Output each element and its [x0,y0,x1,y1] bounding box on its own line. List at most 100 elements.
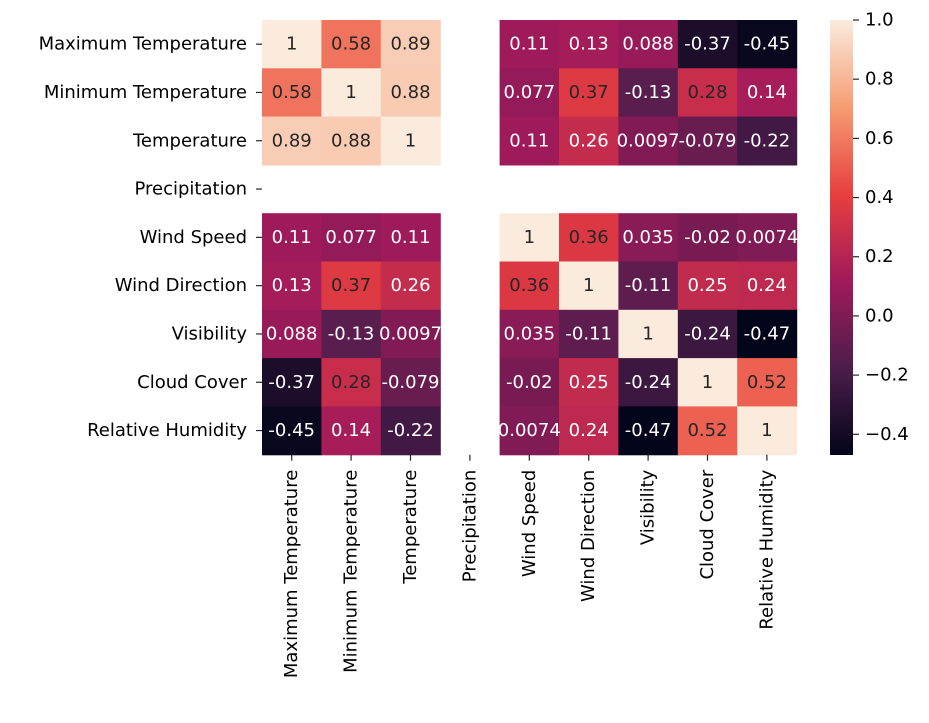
heatmap-cell-7-5 [559,358,619,407]
heatmap-cell-8-6 [618,406,679,456]
heatmap-cell-8-1 [321,406,382,456]
cell-label-6-5: -0.11 [565,323,612,344]
cell-label-1-6: -0.13 [625,82,672,103]
colorbar-tick-label-4: 0.4 [865,187,894,208]
cell-label-0-6: 0.088 [622,34,674,55]
heatmap-annotations: 1 0.58 0.89 0.11 0.13 0.088 -0.37 -0.45 0.58 1 0.8… [266,34,798,441]
heatmap-cell-1-4 [499,68,560,118]
y-tick-label-visibility: Visibility [172,323,248,344]
cell-label-6-1: -0.13 [328,323,375,344]
heatmap-cell-0-0 [262,20,322,69]
cell-label-2-7: -0.079 [678,130,736,151]
heatmap-cell-2-7 [677,116,738,166]
cell-label-2-2: 1 [405,130,416,151]
heatmap-cell-1-5 [559,68,619,118]
heatmap-cell-7-1 [321,358,382,407]
cell-label-5-4: 0.36 [509,275,549,296]
cell-label-2-0: 0.89 [272,130,312,151]
x-tick-label-relative-humidity: Relative Humidity [756,469,777,629]
heatmap-cell-2-1 [321,116,382,166]
colorbar-tick-label-5: 0.6 [865,128,894,149]
cell-label-7-2: -0.079 [381,372,439,393]
heatmap-cell-0-4 [499,20,560,69]
cell-label-5-5: 1 [583,275,594,296]
heatmap-cell-6-5 [559,309,619,359]
y-tick-label-wind-direction: Wind Direction [115,275,247,296]
cell-label-5-8: 0.24 [747,275,787,296]
colorbar-tick-label-7: 1.0 [865,10,894,31]
cell-label-0-0: 1 [286,34,297,55]
cell-label-0-7: -0.37 [684,34,731,55]
cell-label-4-2: 0.11 [390,227,430,248]
heatmap-cell-8-0 [262,406,322,456]
heatmap-cell-8-4 [499,406,560,456]
y-tick-label-temperature: Temperature [132,130,247,151]
heatmap-cell-7-4 [499,358,560,407]
heatmap-cell-5-8 [737,261,798,311]
heatmap-cell-4-0 [262,213,322,263]
colorbar-tick-label-2: 0.0 [865,305,894,326]
cell-label-1-2: 0.88 [390,82,430,103]
heatmap-cell-5-0 [262,261,322,311]
heatmap-cell-2-0 [262,116,322,166]
heatmap-cell-4-7 [677,213,738,263]
heatmap-cell-4-1 [321,213,382,263]
cell-label-1-1: 1 [345,82,356,103]
cell-label-6-2: 0.0097 [379,323,442,344]
cell-label-6-4: 0.035 [504,323,556,344]
y-tick-label-relative-humidity: Relative Humidity [87,420,247,441]
heatmap-cell-4-5 [559,213,619,263]
y-tick-label-minimum-temperature: Minimum Temperature [44,82,247,103]
heatmap-cell-1-7 [677,68,738,118]
x-tick-label-maximum-temperature: Maximum Temperature [281,470,302,678]
heatmap-cell-4-4 [499,213,560,263]
heatmap-cell-0-1 [321,20,382,69]
heatmap-cell-2-5 [559,116,619,166]
cell-label-6-6: 1 [642,323,653,344]
cell-label-8-4: 0.0074 [498,420,561,441]
heatmap-cell-8-2 [380,406,441,456]
heatmap-cell-8-7 [677,406,738,456]
heatmap-cell-2-4 [499,116,560,166]
cell-label-8-6: -0.47 [625,420,672,441]
cell-label-8-0: -0.45 [268,420,315,441]
colorbar-tick-label-6: 0.8 [865,69,894,90]
heatmap-cell-1-0 [262,68,322,118]
cell-label-7-6: -0.24 [625,372,672,393]
heatmap-cell-6-7 [677,309,738,359]
x-tick-label-wind-speed: Wind Speed [519,470,540,577]
cell-label-6-0: 0.088 [266,323,318,344]
cell-label-7-7: 1 [702,372,713,393]
heatmap-cell-5-6 [618,261,679,311]
cell-label-7-8: 0.52 [747,372,787,393]
cell-label-4-8: 0.0074 [735,227,798,248]
heatmap-cell-6-2 [380,309,441,359]
heatmap-cell-8-8 [737,406,798,456]
heatmap-cell-5-1 [321,261,382,311]
heatmap-cell-6-0 [262,309,322,359]
heatmap-cell-7-2 [380,358,441,407]
heatmap-cell-5-5 [559,261,619,311]
cell-label-8-1: 0.14 [331,420,371,441]
cell-label-0-2: 0.89 [390,34,430,55]
cell-label-1-5: 0.37 [569,82,609,103]
cell-label-4-7: -0.02 [684,227,731,248]
cell-label-1-8: 0.14 [747,82,787,103]
heatmap-cell-6-4 [499,309,560,359]
heatmap-cell-5-4 [499,261,560,311]
cell-label-0-8: -0.45 [744,34,791,55]
heatmap-cell-1-6 [618,68,679,118]
heatmap-cell-0-6 [618,20,679,69]
cell-label-4-5: 0.36 [569,227,609,248]
heatmap-cell-6-8 [737,309,798,359]
cell-label-5-7: 0.25 [687,275,727,296]
cell-label-0-5: 0.13 [569,34,609,55]
colorbar-tick-label-3: 0.2 [865,246,894,267]
heatmap-cell-7-8 [737,358,798,407]
heatmap-cell-2-6 [618,116,679,166]
y-tick-label-precipitation: Precipitation [134,179,247,200]
x-tick-label-wind-direction: Wind Direction [578,470,599,602]
heatmap-cell-1-2 [380,68,441,118]
cell-label-5-0: 0.13 [272,275,312,296]
cell-label-7-4: -0.02 [506,372,553,393]
